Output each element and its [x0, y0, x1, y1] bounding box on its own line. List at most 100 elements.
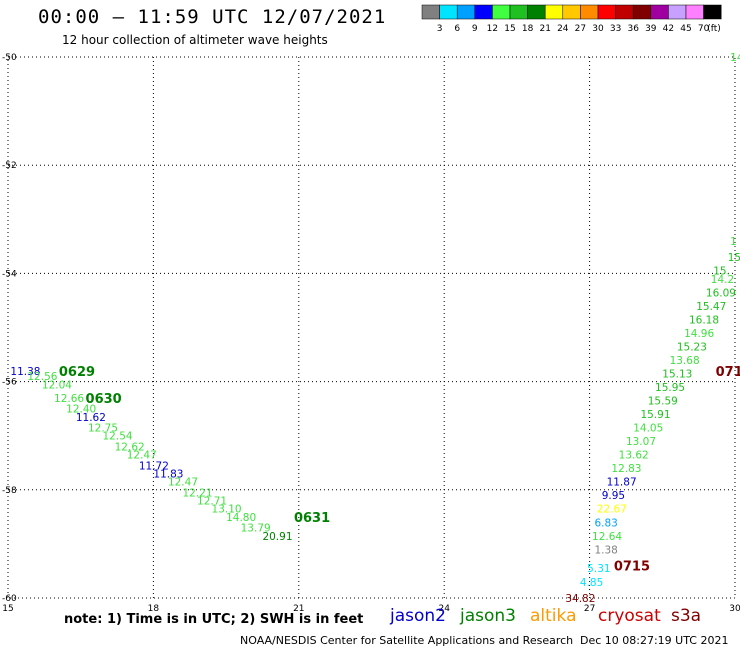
wave-height-point: 1.38: [594, 544, 617, 556]
wave-height-point: 12.64: [592, 531, 622, 543]
legend-label: 21: [539, 24, 550, 34]
axes: 15 18 21 24 27 30 -50 -52 -54 -56 -58 -60: [2, 53, 740, 614]
legend-swatch: [650, 4, 669, 20]
wave-height-point: 15.13: [662, 368, 692, 380]
wave-height-point: 12.54: [103, 431, 133, 443]
x-tick-label: 30: [729, 604, 740, 614]
legend-swatch: [615, 4, 634, 20]
legend-label: 15: [504, 24, 515, 34]
wave-height-point: 12.47: [127, 450, 157, 462]
pass-time-label: 0630: [86, 392, 122, 407]
legend-swatch: [492, 4, 511, 20]
pass-time-label: 071: [716, 365, 740, 380]
y-tick-label: -50: [2, 53, 17, 63]
legend-swatch: [474, 4, 493, 20]
footer-note: note: 1) Time is in UTC; 2) SWH is in fe…: [64, 612, 364, 627]
pass-time-label: 0631: [294, 511, 330, 526]
wave-height-point: 16.09: [706, 287, 736, 299]
y-tick-label: -54: [2, 269, 17, 279]
x-tick-label: 27: [584, 604, 595, 614]
wave-height-point: 4.85: [580, 577, 603, 589]
wave-height-point: 13.68: [670, 355, 700, 367]
pass-time-label: 0715: [614, 560, 650, 575]
y-tick-label: -52: [2, 161, 17, 171]
wave-height-point: 11.72: [139, 460, 169, 472]
wave-height-point: 22.67: [597, 504, 627, 516]
wave-height-point: 6.83: [594, 517, 617, 529]
page-subtitle: 12 hour collection of altimeter wave hei…: [62, 33, 328, 47]
wave-height-point: 13.07: [626, 436, 656, 448]
legend-label: 6: [454, 24, 460, 34]
y-tick-label: -60: [2, 594, 17, 604]
pass-time-label: 0629: [59, 365, 95, 380]
x-tick-label: 24: [438, 604, 450, 614]
wave-height-point: 11.87: [607, 477, 637, 489]
legend-unit: (ft): [707, 24, 721, 34]
satellite-label-cryosat: cryosat: [598, 606, 661, 626]
legend-swatch: [439, 4, 458, 20]
wave-height-point: 9.95: [602, 490, 625, 502]
wave-height-point: 11.38: [10, 366, 40, 378]
wave-height-point: 15.: [713, 266, 730, 278]
wave-height-point: 5.31: [587, 563, 610, 575]
plot-frame: [7, 56, 736, 599]
wave-height-point: 14.80: [226, 512, 256, 524]
legend-swatch: [562, 4, 581, 20]
wave-height-point: 20.91: [262, 531, 292, 543]
x-tick-label: 18: [148, 604, 160, 614]
legend-label: 70: [698, 24, 710, 34]
legend-swatch: [509, 4, 528, 20]
wave-height-point: 1: [730, 236, 737, 248]
legend-swatch: [632, 4, 652, 20]
wave-height-point: 12.04: [42, 379, 72, 391]
timestamp-text: Dec 10 08:27:19 UTC 2021: [580, 634, 729, 647]
legend-swatch: [544, 4, 564, 20]
wave-height-point: 13.62: [619, 450, 649, 462]
y-tick-label: -56: [2, 378, 17, 388]
wave-height-point: 15.95: [655, 382, 685, 394]
legend-label: 36: [627, 24, 639, 34]
wave-height-point: 16.18: [689, 314, 719, 326]
legend-swatch: [421, 4, 440, 20]
wave-height-point: 14: [730, 52, 740, 64]
wave-height-point: 13.79: [241, 523, 271, 535]
wave-height-point: 12.75: [88, 423, 118, 435]
legend-label: 3: [437, 24, 443, 34]
wave-height-point: 12.56: [27, 371, 57, 383]
wave-height-point: 12.47: [168, 477, 198, 489]
wave-height-point: 12.21: [182, 488, 212, 500]
y-tick-label: -58: [2, 486, 17, 496]
wave-height-point: 15.59: [648, 396, 678, 408]
satellite-label-s3a: s3a: [671, 606, 702, 626]
legend-label: 24: [557, 24, 569, 34]
wave-height-point: 13.10: [212, 504, 242, 516]
legend-swatch: [580, 4, 599, 20]
legend-label: 12: [487, 24, 498, 34]
legend-label: 27: [575, 24, 586, 34]
legend-swatch: [456, 4, 476, 20]
legend-label: 18: [522, 24, 534, 34]
wave-height-point: 15.91: [640, 409, 670, 421]
wave-height-point: 12.62: [115, 442, 145, 454]
wave-height-point: 14.05: [633, 423, 663, 435]
legend-label: 9: [472, 24, 478, 34]
grid: [7, 56, 736, 599]
legend-swatch: [703, 4, 722, 20]
page-title: 00:00 — 11:59 UTC 12/07/2021: [38, 6, 387, 28]
legend-label: 39: [645, 24, 657, 34]
wave-height-point: 11.62: [76, 412, 106, 424]
satellite-label-altika: altika: [530, 606, 577, 626]
wave-height-point: 12.71: [197, 496, 227, 508]
wave-height-point: 14.96: [684, 328, 714, 340]
wave-height-point: 15.47: [696, 301, 726, 313]
x-tick-label: 15: [2, 604, 13, 614]
wave-height-labels: 11.3812.5612.0412.6612.4011.6212.7512.54…: [10, 52, 740, 605]
wave-height-point: 12.83: [611, 463, 641, 475]
legend-swatch: [597, 4, 616, 20]
wave-height-point: 34.82: [565, 593, 595, 605]
legend-label: 33: [610, 24, 621, 34]
credit-text: NOAA/NESDIS Center for Satellite Applica…: [240, 634, 574, 647]
x-tick-label: 21: [293, 604, 304, 614]
legend-swatch: [527, 4, 546, 20]
